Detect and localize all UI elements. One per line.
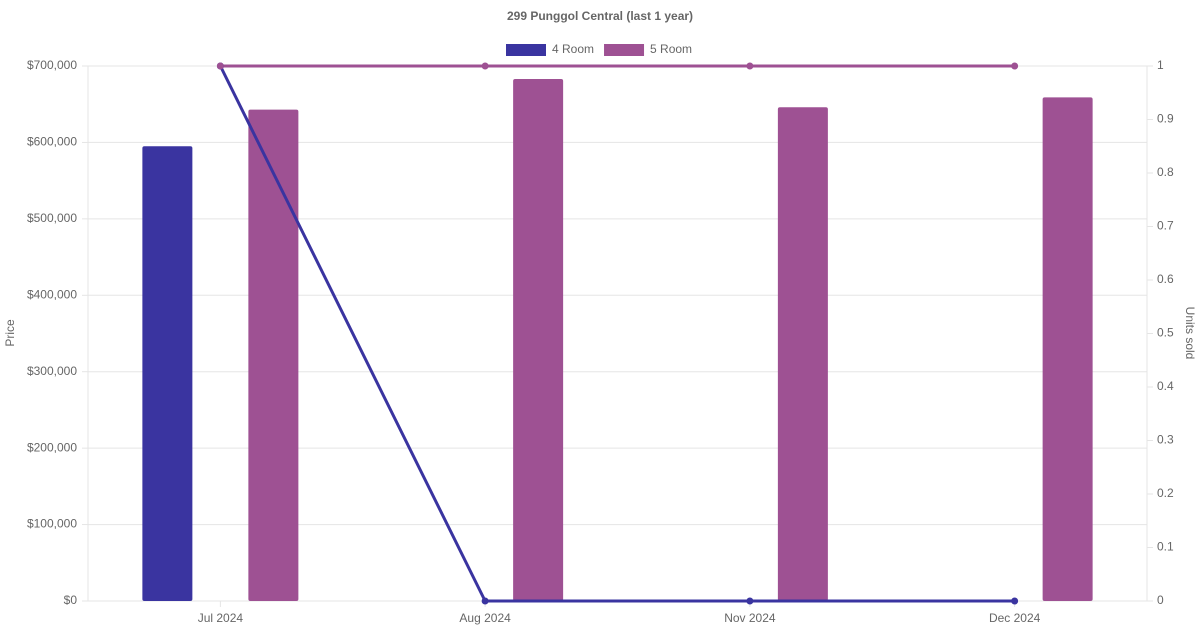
y-tick-label: $700,000 xyxy=(27,58,77,72)
bar xyxy=(777,107,828,602)
y2-tick-label: 0.9 xyxy=(1157,112,1174,126)
y2-tick-label: 0.7 xyxy=(1157,219,1174,233)
chart-title: 299 Punggol Central (last 1 year) xyxy=(507,9,693,23)
y-tick-label: $400,000 xyxy=(27,287,77,301)
x-tick-label: Nov 2024 xyxy=(724,611,776,625)
y-axis-title: Price xyxy=(3,319,17,347)
y2-tick-label: 0.4 xyxy=(1157,379,1174,393)
legend-label: 5 Room xyxy=(650,42,692,56)
legend-swatch xyxy=(604,44,645,56)
y2-tick-label: 0.6 xyxy=(1157,272,1174,286)
point xyxy=(481,62,489,70)
y-tick-label: $300,000 xyxy=(27,364,77,378)
bar xyxy=(248,109,299,602)
x-tick-label: Aug 2024 xyxy=(459,611,511,625)
y2-tick-label: 0.5 xyxy=(1157,326,1174,340)
bar xyxy=(1042,97,1093,601)
point xyxy=(1011,597,1019,605)
point xyxy=(1011,62,1019,70)
line xyxy=(219,65,1015,603)
point xyxy=(746,597,754,605)
y-tick-label: $600,000 xyxy=(27,135,77,149)
y-tick-label: $500,000 xyxy=(27,211,77,225)
bar xyxy=(513,78,564,601)
y-tick-label: $100,000 xyxy=(27,517,77,531)
y-tick-label: $0 xyxy=(64,593,78,607)
legend-label: 4 Room xyxy=(552,42,594,56)
y-tick-label: $200,000 xyxy=(27,440,77,454)
point xyxy=(481,597,489,605)
point xyxy=(746,62,754,70)
y2-tick-label: 0.1 xyxy=(1157,540,1174,554)
x-tick-label: Jul 2024 xyxy=(198,611,244,625)
point xyxy=(216,62,224,70)
y2-tick-label: 0 xyxy=(1157,593,1164,607)
legend-swatch xyxy=(506,44,546,56)
y2-tick-label: 1 xyxy=(1157,58,1164,72)
bar xyxy=(142,146,193,601)
y2-tick-label: 0.3 xyxy=(1157,433,1174,447)
y2-axis-title: Units sold xyxy=(1183,307,1197,360)
y2-tick-label: 0.8 xyxy=(1157,165,1174,179)
x-tick-label: Dec 2024 xyxy=(989,611,1041,625)
y2-tick-label: 0.2 xyxy=(1157,486,1174,500)
